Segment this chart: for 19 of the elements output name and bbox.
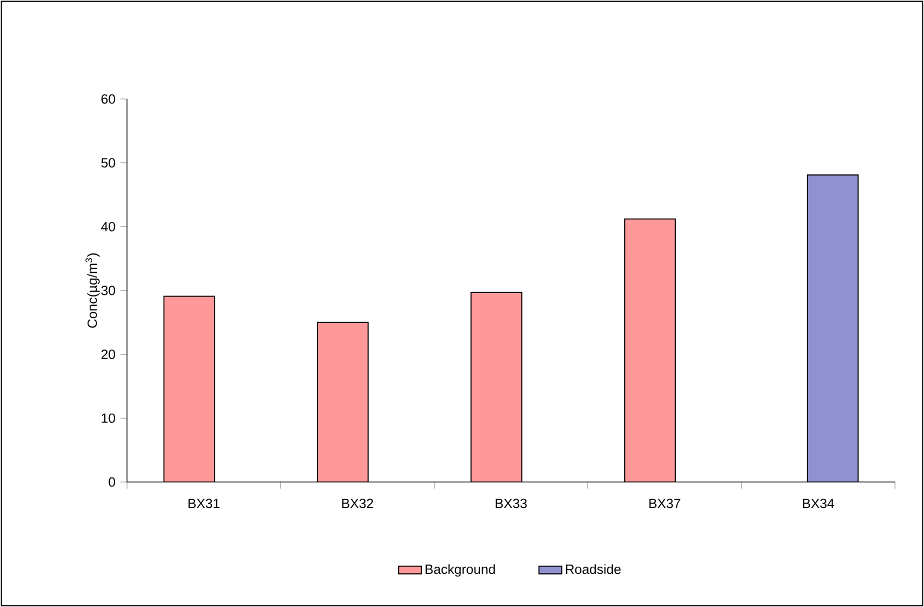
- y-tick-label: 60: [101, 94, 116, 104]
- x-tick-label: BX31: [188, 498, 220, 508]
- y-axis-title: Conc(µg/m$^{3}$): [86, 253, 100, 328]
- x-tick-label: BX32: [342, 498, 374, 508]
- bar: [163, 296, 216, 482]
- y-tick-label: 0: [108, 477, 116, 487]
- x-tick-label: BX37: [649, 498, 680, 508]
- y-tick-label: 50: [101, 158, 116, 168]
- legend-label: Background: [426, 564, 495, 577]
- y-tick-label: 40: [101, 222, 116, 232]
- bar: [316, 322, 369, 482]
- bar: [470, 292, 522, 482]
- bar: [624, 218, 676, 482]
- y-tick-label: 20: [101, 350, 116, 360]
- x-tick-label: BX34: [802, 498, 834, 508]
- x-tick-label: BX33: [496, 498, 527, 508]
- legend-label: Roadside: [566, 564, 621, 574]
- y-tick-label: 10: [102, 413, 116, 423]
- y-tick-label: 30: [101, 286, 116, 296]
